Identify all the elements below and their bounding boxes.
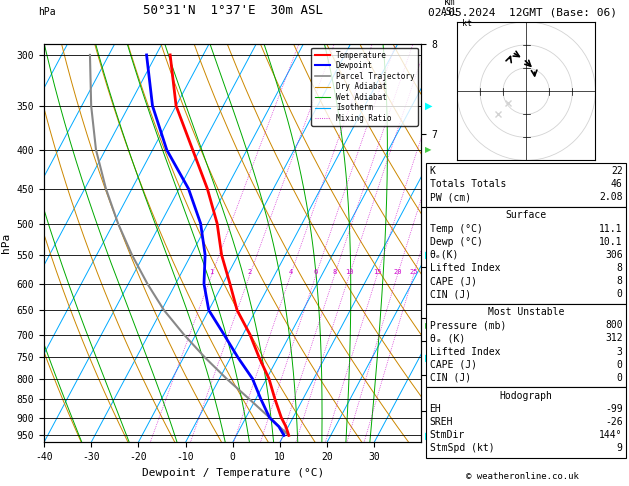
Text: ▶: ▶ bbox=[425, 145, 431, 155]
Text: Hodograph: Hodograph bbox=[499, 391, 553, 401]
Text: 25: 25 bbox=[409, 269, 418, 276]
Text: EH: EH bbox=[430, 404, 442, 414]
Text: StmDir: StmDir bbox=[430, 430, 465, 440]
Text: CIN (J): CIN (J) bbox=[430, 289, 470, 299]
Text: 306: 306 bbox=[605, 250, 623, 260]
Text: 0: 0 bbox=[617, 360, 623, 370]
Text: 10: 10 bbox=[345, 269, 353, 276]
Text: 1: 1 bbox=[209, 269, 214, 276]
Text: ▶: ▶ bbox=[425, 250, 432, 260]
Text: 02.05.2024  12GMT (Base: 06): 02.05.2024 12GMT (Base: 06) bbox=[428, 7, 616, 17]
Text: 11.1: 11.1 bbox=[599, 224, 623, 234]
Y-axis label: km
ASL: km ASL bbox=[454, 243, 471, 264]
Text: 4: 4 bbox=[289, 269, 292, 276]
Text: Totals Totals: Totals Totals bbox=[430, 179, 506, 190]
Text: kt: kt bbox=[462, 19, 472, 29]
Text: 10.1: 10.1 bbox=[599, 237, 623, 247]
Text: 22: 22 bbox=[611, 166, 623, 176]
Text: -26: -26 bbox=[605, 417, 623, 427]
Text: 46: 46 bbox=[611, 179, 623, 190]
Text: 312: 312 bbox=[605, 333, 623, 344]
Text: 8: 8 bbox=[617, 263, 623, 273]
Text: Mixing Ratio (g/kg): Mixing Ratio (g/kg) bbox=[432, 247, 442, 359]
Text: ▶: ▶ bbox=[425, 101, 432, 111]
Text: K: K bbox=[430, 166, 435, 176]
Text: Pressure (mb): Pressure (mb) bbox=[430, 320, 506, 330]
Text: ▶: ▶ bbox=[425, 321, 431, 330]
Text: CIN (J): CIN (J) bbox=[430, 373, 470, 383]
Text: -99: -99 bbox=[605, 404, 623, 414]
Text: θₑ (K): θₑ (K) bbox=[430, 333, 465, 344]
Text: CAPE (J): CAPE (J) bbox=[430, 360, 477, 370]
Text: Dewp (°C): Dewp (°C) bbox=[430, 237, 482, 247]
Text: 2: 2 bbox=[248, 269, 252, 276]
Text: Temp (°C): Temp (°C) bbox=[430, 224, 482, 234]
Text: ▶: ▶ bbox=[425, 431, 432, 440]
Text: 144°: 144° bbox=[599, 430, 623, 440]
Text: SREH: SREH bbox=[430, 417, 453, 427]
Text: Most Unstable: Most Unstable bbox=[488, 307, 564, 317]
Text: StmSpd (kt): StmSpd (kt) bbox=[430, 443, 494, 453]
Text: LCL: LCL bbox=[429, 434, 444, 443]
Text: 20: 20 bbox=[393, 269, 401, 276]
Text: 50°31'N  1°37'E  30m ASL: 50°31'N 1°37'E 30m ASL bbox=[143, 4, 323, 17]
Text: Lifted Index: Lifted Index bbox=[430, 347, 500, 357]
Text: CAPE (J): CAPE (J) bbox=[430, 276, 477, 286]
Text: 3: 3 bbox=[617, 347, 623, 357]
Text: © weatheronline.co.uk: © weatheronline.co.uk bbox=[465, 472, 579, 481]
Text: 0: 0 bbox=[617, 289, 623, 299]
Text: Lifted Index: Lifted Index bbox=[430, 263, 500, 273]
Text: 15: 15 bbox=[373, 269, 381, 276]
Text: 2.08: 2.08 bbox=[599, 192, 623, 203]
Text: 800: 800 bbox=[605, 320, 623, 330]
Text: ▶: ▶ bbox=[425, 352, 432, 363]
Text: Surface: Surface bbox=[506, 210, 547, 221]
Text: hPa: hPa bbox=[38, 7, 55, 17]
X-axis label: Dewpoint / Temperature (°C): Dewpoint / Temperature (°C) bbox=[142, 468, 324, 478]
Text: 9: 9 bbox=[617, 443, 623, 453]
Text: 6: 6 bbox=[314, 269, 318, 276]
Text: 0: 0 bbox=[617, 373, 623, 383]
Legend: Temperature, Dewpoint, Parcel Trajectory, Dry Adiabat, Wet Adiabat, Isotherm, Mi: Temperature, Dewpoint, Parcel Trajectory… bbox=[311, 48, 418, 126]
Text: PW (cm): PW (cm) bbox=[430, 192, 470, 203]
Text: km
ASL: km ASL bbox=[441, 0, 459, 17]
Y-axis label: hPa: hPa bbox=[1, 233, 11, 253]
Text: 8: 8 bbox=[332, 269, 337, 276]
Text: θₑ(K): θₑ(K) bbox=[430, 250, 459, 260]
Text: 8: 8 bbox=[617, 276, 623, 286]
